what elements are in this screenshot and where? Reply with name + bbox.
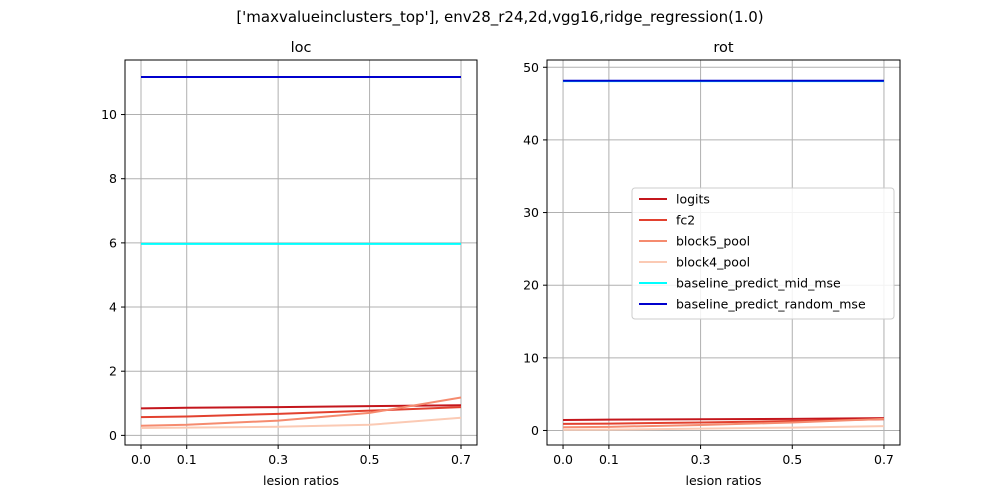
legend-label: baseline_predict_mid_mse [676, 276, 841, 291]
x-axis-label: lesion ratios [685, 473, 761, 488]
series-line-block4_pool [563, 425, 884, 431]
plot-rot: 0.0 0.1 0.3 0.5 0.7 0 10 20 30 40 50 rot lesion rati… [523, 40, 901, 488]
y-tick-label: 10 [101, 107, 117, 122]
axes-frame [124, 59, 478, 446]
y-tick-label: 20 [523, 278, 539, 293]
series-line-logits [140, 404, 462, 410]
plot-title: loc [291, 40, 312, 56]
x-tick-label: 0.7 [874, 452, 894, 467]
series-line-block5_pool [140, 396, 462, 427]
series-line-block4_pool [140, 416, 462, 429]
y-tick-label: 8 [109, 171, 117, 186]
series-line-block5_pool [563, 417, 884, 429]
x-tick-label: 0.5 [360, 452, 380, 467]
x-tick-label: 0.0 [131, 452, 151, 467]
legend-box [631, 187, 895, 320]
y-tick-label: 50 [523, 60, 539, 75]
legend-label: block4_pool [676, 255, 750, 270]
y-tick-label: 0 [109, 428, 117, 443]
series-line-logits [563, 417, 884, 421]
legend-label: block5_pool [676, 234, 750, 249]
plot-title: rot [713, 40, 734, 56]
axes-frame [546, 59, 901, 446]
y-tick-label: 40 [523, 132, 539, 147]
x-tick-label: 0.3 [268, 452, 288, 467]
y-tick-label: 6 [109, 235, 117, 250]
x-tick-label: 0.1 [599, 452, 619, 467]
y-tick-label: 2 [109, 364, 117, 379]
legend-label: baseline_predict_random_mse [676, 297, 866, 312]
legend-label: logits [676, 192, 710, 207]
figure-title: ['maxvalueinclusters_top'], env28_r24,2d… [236, 8, 763, 27]
legend-label: fc2 [676, 213, 695, 228]
x-tick-label: 0.7 [451, 452, 471, 467]
x-tick-label: 0.5 [782, 452, 802, 467]
x-axis-label: lesion ratios [263, 473, 339, 488]
y-tick-label: 0 [531, 423, 539, 438]
y-tick-label: 30 [523, 205, 539, 220]
series-line-fc2 [140, 406, 462, 419]
plot-loc: 0.0 0.1 0.3 0.5 0.7 0 2 4 6 8 10 loc lesion ratios [101, 40, 478, 488]
y-tick-label: 4 [109, 300, 117, 315]
legend: logits fc2 block5_pool block4_pool baseline_… [631, 187, 895, 320]
x-tick-label: 0.3 [691, 452, 711, 467]
y-tick-label: 10 [523, 350, 539, 365]
x-tick-label: 0.0 [553, 452, 573, 467]
x-tick-label: 0.1 [177, 452, 197, 467]
